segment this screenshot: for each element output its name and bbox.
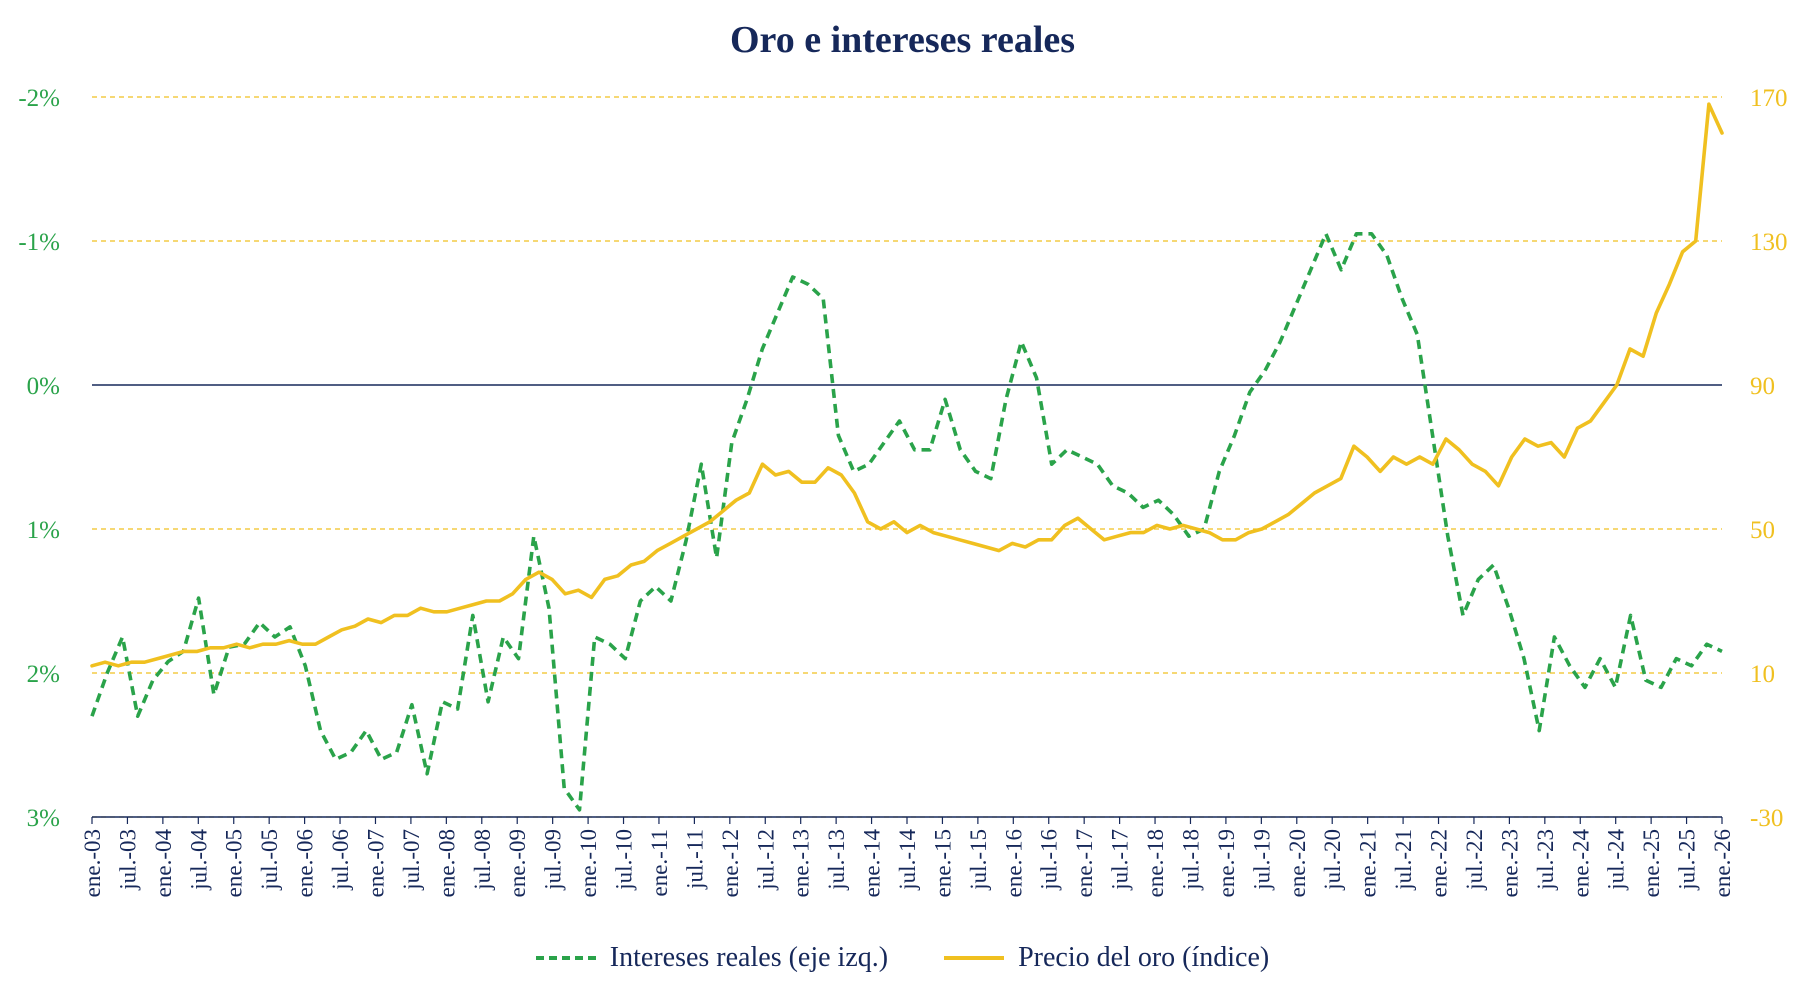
x-tick-label: ene.-03 bbox=[80, 829, 105, 897]
x-tick-label: ene.-15 bbox=[930, 829, 955, 897]
x-tick-label: jul.-23 bbox=[1533, 829, 1558, 891]
x-tick-label: jul.-05 bbox=[257, 829, 282, 891]
legend-swatch-solid bbox=[944, 956, 1005, 960]
x-tick-label: ene.-10 bbox=[576, 829, 601, 897]
legend-item-real-rates: Intereses reales (eje izq.) bbox=[535, 942, 889, 974]
x-tick-label: jul.-22 bbox=[1462, 829, 1487, 891]
left-tick-label: 1% bbox=[27, 517, 60, 544]
legend-label-gold-price: Precio del oro (índice) bbox=[1018, 942, 1270, 973]
x-tick-label: ene.-08 bbox=[434, 829, 459, 897]
x-tick-label: jul.-03 bbox=[115, 829, 140, 891]
x-tick-label: ene.-21 bbox=[1356, 829, 1381, 897]
x-tick-label: jul.-14 bbox=[895, 829, 920, 891]
x-tick-label: ene.-14 bbox=[860, 829, 885, 898]
x-tick-label: jul.-16 bbox=[1037, 829, 1062, 891]
x-tick-label: ene.-04 bbox=[151, 829, 176, 898]
x-tick-label: jul.-15 bbox=[966, 829, 991, 891]
x-tick-label: ene.-09 bbox=[505, 829, 530, 897]
x-tick-label: ene.-24 bbox=[1568, 829, 1593, 898]
x-tick-label: jul.-10 bbox=[612, 829, 637, 891]
x-tick-label: jul.-08 bbox=[470, 829, 495, 891]
right-tick-label: 10 bbox=[1750, 661, 1775, 688]
x-tick-label: jul.-18 bbox=[1178, 829, 1203, 891]
right-tick-label: -30 bbox=[1750, 805, 1783, 832]
x-tick-label: ene.-05 bbox=[222, 829, 247, 897]
x-tick-label: jul.-06 bbox=[328, 829, 353, 891]
x-tick-label: jul.-19 bbox=[1249, 829, 1274, 891]
x-tick-label: jul.-24 bbox=[1604, 829, 1629, 891]
right-axis-ticks: 170 130 90 50 10 -30 bbox=[1750, 85, 1788, 832]
right-tick-label: 170 bbox=[1750, 85, 1788, 112]
left-tick-label: 0% bbox=[27, 373, 60, 400]
x-tick-label: ene.-12 bbox=[718, 829, 743, 897]
x-tick-label: ene.-06 bbox=[293, 829, 318, 897]
gridlines bbox=[92, 96, 1722, 818]
x-tick-label: jul.-09 bbox=[541, 829, 566, 891]
left-tick-label: 2% bbox=[27, 661, 60, 688]
x-tick-label: jul.-17 bbox=[1108, 829, 1133, 891]
right-tick-label: 130 bbox=[1750, 229, 1788, 256]
legend-item-gold-price: Precio del oro (índice) bbox=[944, 942, 1269, 974]
x-tick-label: ene.-13 bbox=[789, 829, 814, 897]
left-tick-label: -2% bbox=[18, 85, 60, 112]
x-tick-label: jul.-04 bbox=[186, 829, 211, 891]
x-tick-label: jul.-25 bbox=[1675, 829, 1700, 891]
right-tick-label: 90 bbox=[1750, 373, 1775, 400]
x-tick-label: jul.-13 bbox=[824, 829, 849, 891]
x-tick-label: ene.-17 bbox=[1072, 829, 1097, 897]
x-tick-label: ene.-18 bbox=[1143, 829, 1168, 897]
x-tick-label: ene.-26 bbox=[1710, 829, 1735, 897]
left-tick-label: -1% bbox=[18, 229, 60, 256]
x-tick-label: ene.-23 bbox=[1497, 829, 1522, 897]
chart-title: Oro e intereses reales bbox=[729, 19, 1076, 61]
legend-label-real-rates: Intereses reales (eje izq.) bbox=[609, 942, 889, 973]
x-tick-label: jul.-21 bbox=[1391, 829, 1416, 891]
left-tick-label: 3% bbox=[27, 805, 60, 832]
x-tick-label: ene.-22 bbox=[1427, 829, 1452, 897]
right-tick-label: 50 bbox=[1750, 517, 1775, 544]
x-tick-label: jul.-11 bbox=[682, 829, 707, 890]
x-tick-label: ene.-07 bbox=[363, 829, 388, 897]
x-tick-label: ene.-19 bbox=[1214, 829, 1239, 897]
legend: Intereses reales (eje izq.) Precio del o… bbox=[0, 942, 1805, 974]
x-tick-label: ene.-25 bbox=[1639, 829, 1664, 897]
series-layer bbox=[90, 102, 1724, 812]
left-axis-ticks: -2% -1% 0% 1% 2% 3% bbox=[18, 85, 60, 832]
x-tick-label: ene.-20 bbox=[1285, 829, 1310, 897]
x-tick-label: ene.-16 bbox=[1001, 829, 1026, 897]
series-gold-price-line bbox=[90, 102, 1724, 668]
series-real-rates-line bbox=[90, 232, 1723, 812]
x-tick-label: jul.-07 bbox=[399, 829, 424, 891]
x-tick-label: jul.-20 bbox=[1320, 829, 1345, 891]
legend-swatch-dashed bbox=[535, 956, 596, 960]
x-axis: ene.-03 jul.-03 ene.-04 jul.-04 ene.-05 jul.-… bbox=[80, 816, 1735, 898]
x-tick-label: jul.-12 bbox=[753, 829, 778, 891]
x-tick-label: ene.-11 bbox=[647, 829, 672, 896]
